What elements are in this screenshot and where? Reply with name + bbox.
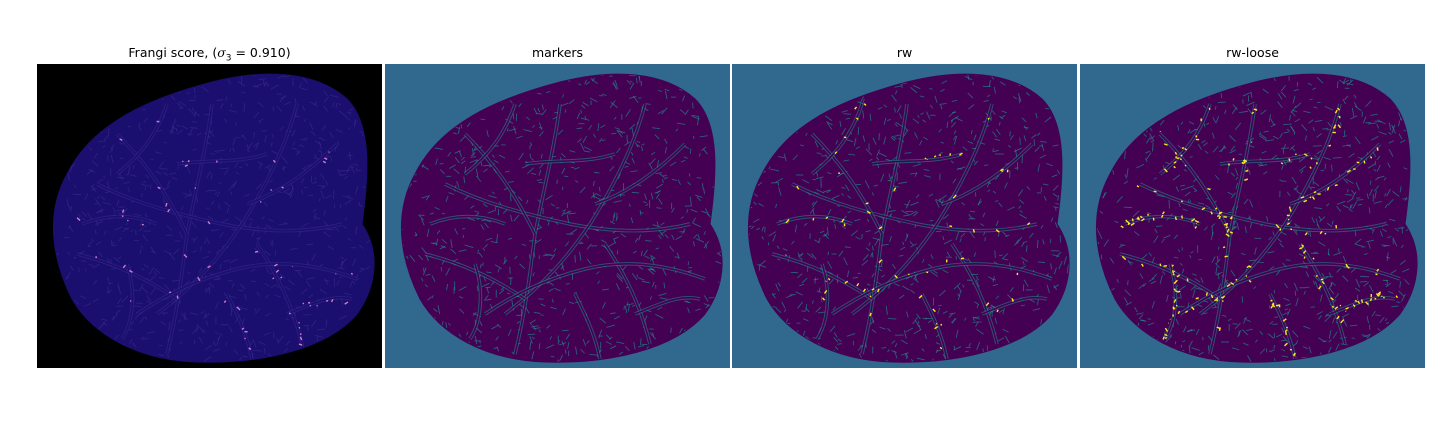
rw-image	[732, 64, 1077, 368]
markers-image	[385, 64, 730, 368]
rw-panel-title: rw	[896, 45, 913, 60]
rw-loose-panel-title: rw-loose	[1226, 45, 1279, 60]
frangi-score-image	[37, 64, 382, 368]
markers-panel: markers	[385, 0, 730, 432]
rw-loose-panel: rw-loose	[1080, 0, 1425, 432]
rw-panel: rw	[732, 0, 1077, 432]
frangi-panel: Frangi score, (σ3 = 0.910)	[37, 0, 382, 432]
markers-panel-title: markers	[531, 45, 584, 60]
frangi-panel-title: Frangi score, (σ3 = 0.910)	[128, 45, 291, 64]
rw-loose-image	[1080, 64, 1425, 368]
